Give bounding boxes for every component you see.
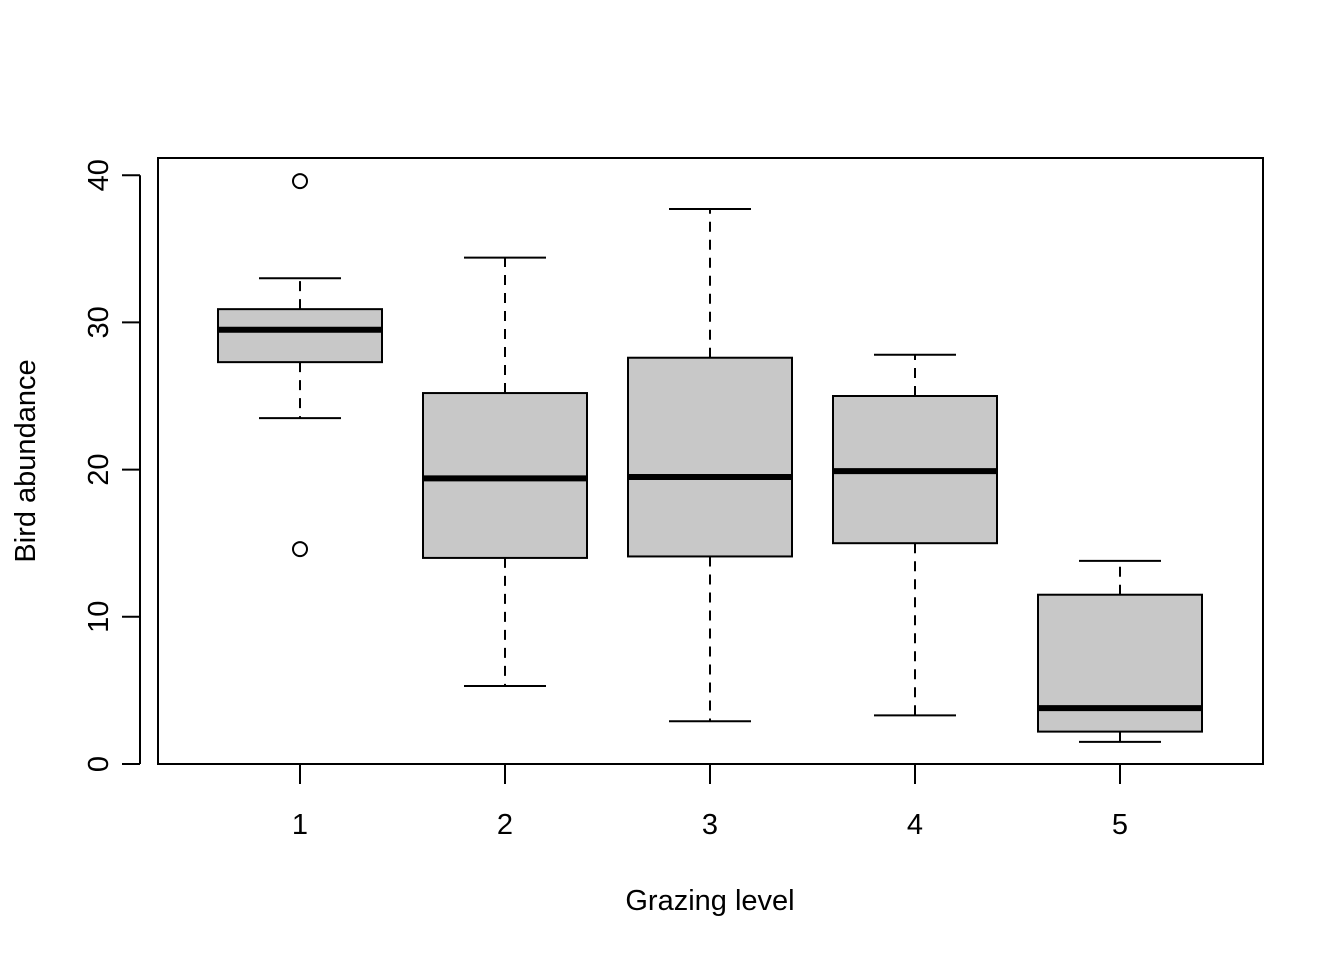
box-group — [627, 208, 793, 723]
x-tick-label: 2 — [497, 809, 513, 841]
x-tick-label: 5 — [1112, 809, 1128, 841]
box-group — [832, 353, 998, 717]
y-tick-label: 30 — [83, 306, 115, 338]
x-tick-label: 4 — [907, 809, 923, 841]
outlier-point — [292, 173, 308, 190]
y-tick-label: 20 — [83, 453, 115, 485]
iqr-box — [217, 308, 383, 364]
boxes-group — [217, 173, 1203, 743]
box-group — [217, 173, 383, 558]
y-tick-label: 40 — [83, 159, 115, 191]
y-axis: 0 10 20 30 40 — [83, 159, 141, 772]
x-tick-label: 1 — [292, 809, 308, 841]
x-tick-label: 3 — [702, 809, 718, 841]
y-tick-label: 10 — [83, 601, 115, 633]
x-axis-label: Grazing level — [625, 885, 794, 917]
y-tick-label: 0 — [83, 756, 115, 772]
outlier-point — [292, 541, 308, 558]
box-group — [1037, 559, 1203, 743]
iqr-box — [627, 356, 793, 558]
x-axis: 1 2 3 4 5 — [292, 763, 1128, 841]
iqr-box — [1037, 593, 1203, 733]
y-axis-label: Bird abundance — [10, 359, 42, 562]
box-group — [422, 256, 588, 687]
